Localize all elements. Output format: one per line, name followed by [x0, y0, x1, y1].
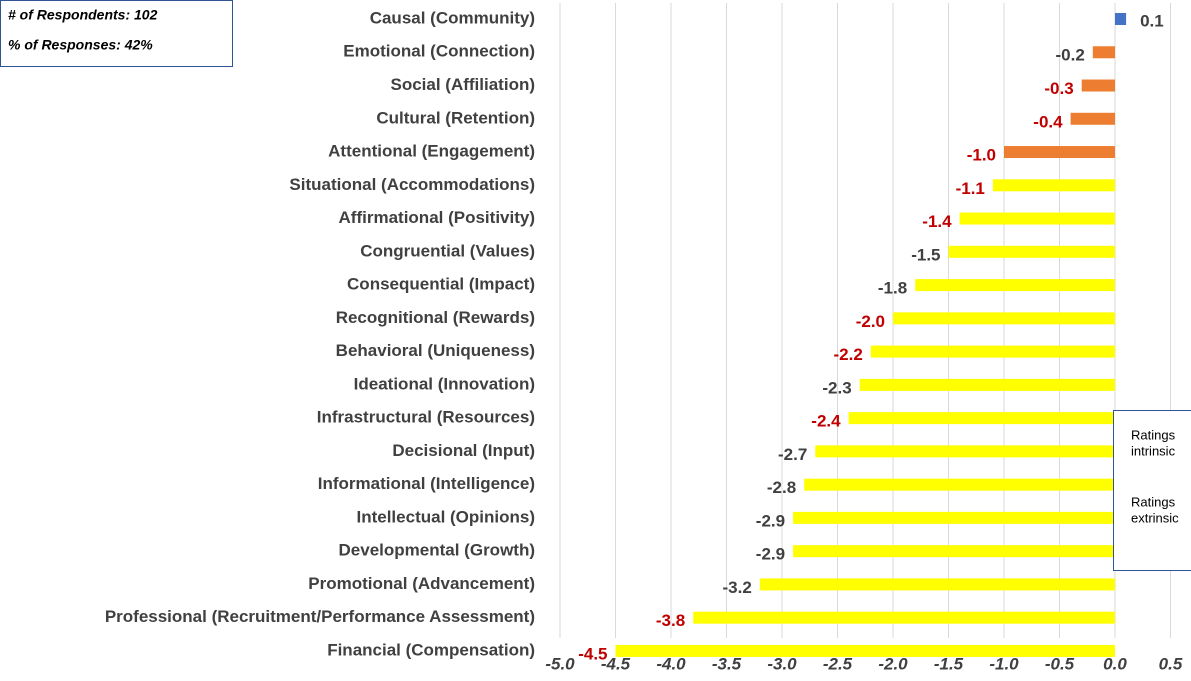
x-tick-label: -1.5 [934, 654, 964, 673]
value-label: -2.7 [778, 445, 807, 464]
bar [848, 412, 1115, 425]
value-label: -0.2 [1056, 46, 1085, 65]
value-label: -2.2 [834, 345, 863, 364]
bar [893, 312, 1115, 325]
value-label: -1.0 [967, 146, 996, 165]
bar [759, 578, 1115, 591]
value-label: -1.8 [878, 279, 907, 298]
x-tick-label: -2.5 [823, 654, 853, 673]
x-tick-label: -0.5 [1045, 654, 1075, 673]
bar [1070, 112, 1115, 125]
category-label: Behavioral (Uniqueness) [336, 341, 535, 360]
legend-text: Ratings [1131, 427, 1176, 442]
x-tick-label: -1.0 [989, 654, 1019, 673]
bar [959, 212, 1115, 225]
category-label: Social (Affiliation) [391, 75, 536, 94]
category-label: Promotional (Advancement) [308, 574, 535, 593]
x-tick-label: -3.0 [767, 654, 797, 673]
bar [615, 644, 1115, 657]
x-tick-label: -4.5 [601, 654, 631, 673]
legend-box [1113, 410, 1191, 571]
bar [948, 245, 1115, 258]
category-label: Ideational (Innovation) [354, 374, 535, 393]
bar [870, 345, 1115, 358]
category-label: Decisional (Input) [392, 441, 535, 460]
bar [992, 179, 1115, 192]
x-tick-label: 0.5 [1159, 654, 1183, 673]
bar [1004, 146, 1115, 159]
bar [793, 511, 1115, 524]
bar [859, 378, 1115, 391]
legend-text: Ratings [1131, 494, 1176, 509]
annotation: % of Responses: 42% [8, 37, 153, 53]
category-label: Cultural (Retention) [376, 108, 535, 127]
bar [793, 545, 1115, 558]
value-label: -3.2 [723, 578, 752, 597]
annotation: # of Respondents: 102 [8, 7, 158, 23]
value-label: -0.3 [1044, 79, 1073, 98]
bar [815, 445, 1115, 458]
category-label: Congruential (Values) [360, 241, 535, 260]
value-label: -2.8 [767, 478, 796, 497]
value-label: -2.3 [822, 378, 851, 397]
value-label: -4.5 [578, 644, 607, 663]
value-label: -1.5 [911, 245, 940, 264]
value-label: -3.8 [656, 611, 685, 630]
category-label: Informational (Intelligence) [318, 474, 535, 493]
legend-text: extrinsic [1131, 510, 1179, 525]
annotation-box [0, 0, 233, 67]
bar [915, 279, 1115, 292]
category-label: Attentional (Engagement) [328, 142, 535, 161]
value-label: -1.4 [922, 212, 952, 231]
x-tick-label: -3.5 [712, 654, 742, 673]
value-label: -2.9 [756, 545, 785, 564]
x-tick-label: -4.0 [656, 654, 686, 673]
value-label: -2.4 [811, 412, 841, 431]
value-label: 0.1 [1140, 11, 1164, 30]
category-label: Developmental (Growth) [339, 541, 535, 560]
category-label: Infrastructural (Resources) [317, 408, 535, 427]
category-label: Causal (Community) [370, 8, 535, 27]
bar [1115, 13, 1127, 25]
bars: Causal (Community) 0.1 Emotional (Connecti… [105, 8, 1164, 663]
bar [1092, 46, 1115, 59]
category-label: Recognitional (Rewards) [336, 308, 535, 327]
value-label: -2.0 [856, 312, 885, 331]
category-label: Emotional (Connection) [343, 42, 535, 61]
bar [804, 478, 1115, 491]
value-label: -0.4 [1033, 112, 1063, 131]
legend-text: intrinsic [1131, 443, 1176, 458]
x-tick-label: -2.0 [878, 654, 908, 673]
category-label: Professional (Recruitment/Performance As… [105, 607, 535, 626]
x-tick-label: -5.0 [545, 654, 575, 673]
value-label: -1.1 [956, 179, 985, 198]
bar [1081, 79, 1115, 92]
bar [693, 611, 1115, 624]
category-label: Intellectual (Opinions) [356, 507, 535, 526]
category-label: Consequential (Impact) [347, 275, 535, 294]
category-label: Financial (Compensation) [327, 640, 535, 659]
category-label: Affirmational (Positivity) [339, 208, 535, 227]
value-label: -2.9 [756, 511, 785, 530]
category-label: Situational (Accommodations) [289, 175, 535, 194]
grid: -5.0 -4.5 -4.0 -3.5 -3.0 -2.5 -2.0 -1.5 -1.0 -0.5… [545, 3, 1183, 673]
x-tick-label: 0.0 [1103, 654, 1127, 673]
